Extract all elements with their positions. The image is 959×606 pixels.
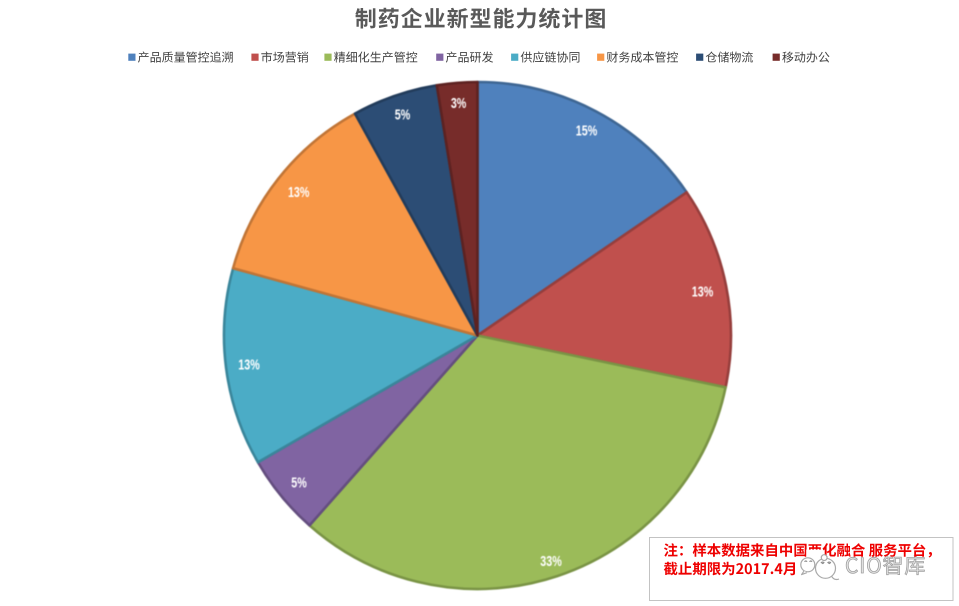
- svg-text:33%: 33%: [540, 553, 562, 570]
- svg-text:13%: 13%: [238, 356, 260, 373]
- svg-text:15%: 15%: [576, 122, 598, 139]
- svg-text:3%: 3%: [451, 95, 467, 112]
- svg-text:13%: 13%: [288, 184, 310, 201]
- svg-text:13%: 13%: [692, 283, 714, 300]
- svg-text:5%: 5%: [395, 106, 411, 123]
- svg-text:5%: 5%: [291, 474, 307, 491]
